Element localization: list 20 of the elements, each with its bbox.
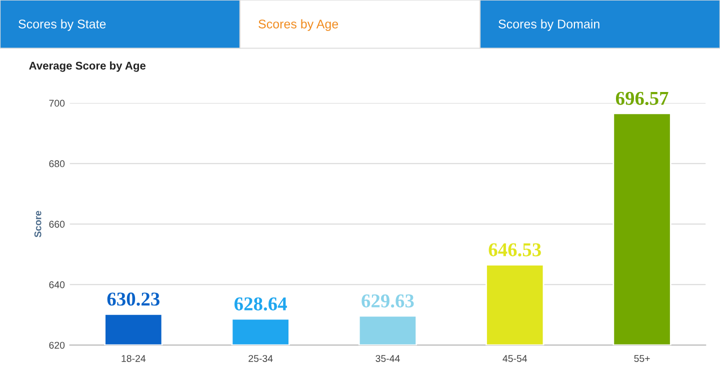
y-tick-label: 640	[49, 281, 65, 288]
x-tick-label: 35-44	[376, 355, 400, 362]
text: Scores by State	[18, 19, 106, 31]
text: Scores by Age	[258, 19, 338, 31]
y-tick-label: 660	[49, 220, 65, 228]
y-tick-label: 620	[49, 342, 65, 349]
text: Scores by Domain	[498, 19, 600, 31]
x-tick-label: 18-24	[122, 355, 146, 362]
y-tick-label: 680	[49, 160, 65, 168]
data-label: 629.63	[362, 294, 414, 308]
data-label: 646.53	[488, 243, 541, 256]
data-label: 696.57	[616, 92, 668, 106]
x-tick-label: 55+	[634, 355, 650, 362]
data-label: 630.23	[107, 292, 160, 306]
x-tick-label: 45-54	[502, 355, 528, 362]
x-tick-label: 25-34	[248, 355, 273, 362]
y-axis-title: Score	[34, 210, 42, 238]
y-tick-label: 700	[49, 100, 65, 107]
data-label: 628.64	[234, 297, 287, 311]
chart-title: Average Score by Age	[29, 61, 146, 72]
